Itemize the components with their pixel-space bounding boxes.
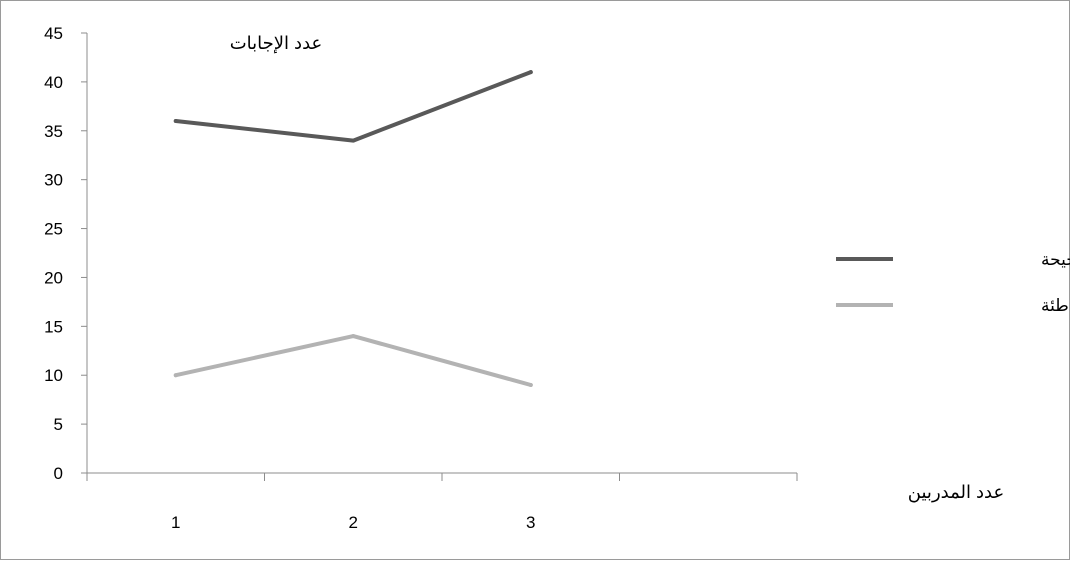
- series-line: [173, 70, 533, 143]
- y-tick-label: 10: [44, 366, 63, 385]
- y-tick-label: 30: [44, 171, 63, 190]
- y-tick-label: 25: [44, 220, 63, 239]
- x-tick-label: 2: [349, 513, 358, 532]
- y-tick-label: 0: [54, 464, 63, 483]
- x-axis-title: عدد المدربين: [908, 482, 1004, 503]
- x-tick-label: 1: [171, 513, 180, 532]
- data-point: [351, 138, 356, 143]
- legend-label: الإجابات الصحيحة: [1041, 250, 1070, 269]
- series-line: [173, 334, 533, 387]
- y-tick-label: 20: [44, 268, 63, 287]
- y-axis-title: عدد الإجابات: [230, 33, 323, 53]
- legend-label: الإجابات الخاطئة: [1041, 296, 1070, 315]
- y-tick-label: 5: [54, 415, 63, 434]
- y-tick-label: 15: [44, 317, 63, 336]
- y-tick-label: 35: [44, 122, 63, 141]
- y-tick-label: 45: [44, 24, 63, 43]
- x-tick-label: 3: [526, 513, 535, 532]
- data-point: [528, 70, 533, 75]
- data-point: [173, 119, 178, 123]
- data-point: [351, 334, 356, 339]
- data-point: [173, 373, 178, 378]
- data-point: [528, 383, 533, 387]
- y-tick-label: 40: [44, 73, 63, 92]
